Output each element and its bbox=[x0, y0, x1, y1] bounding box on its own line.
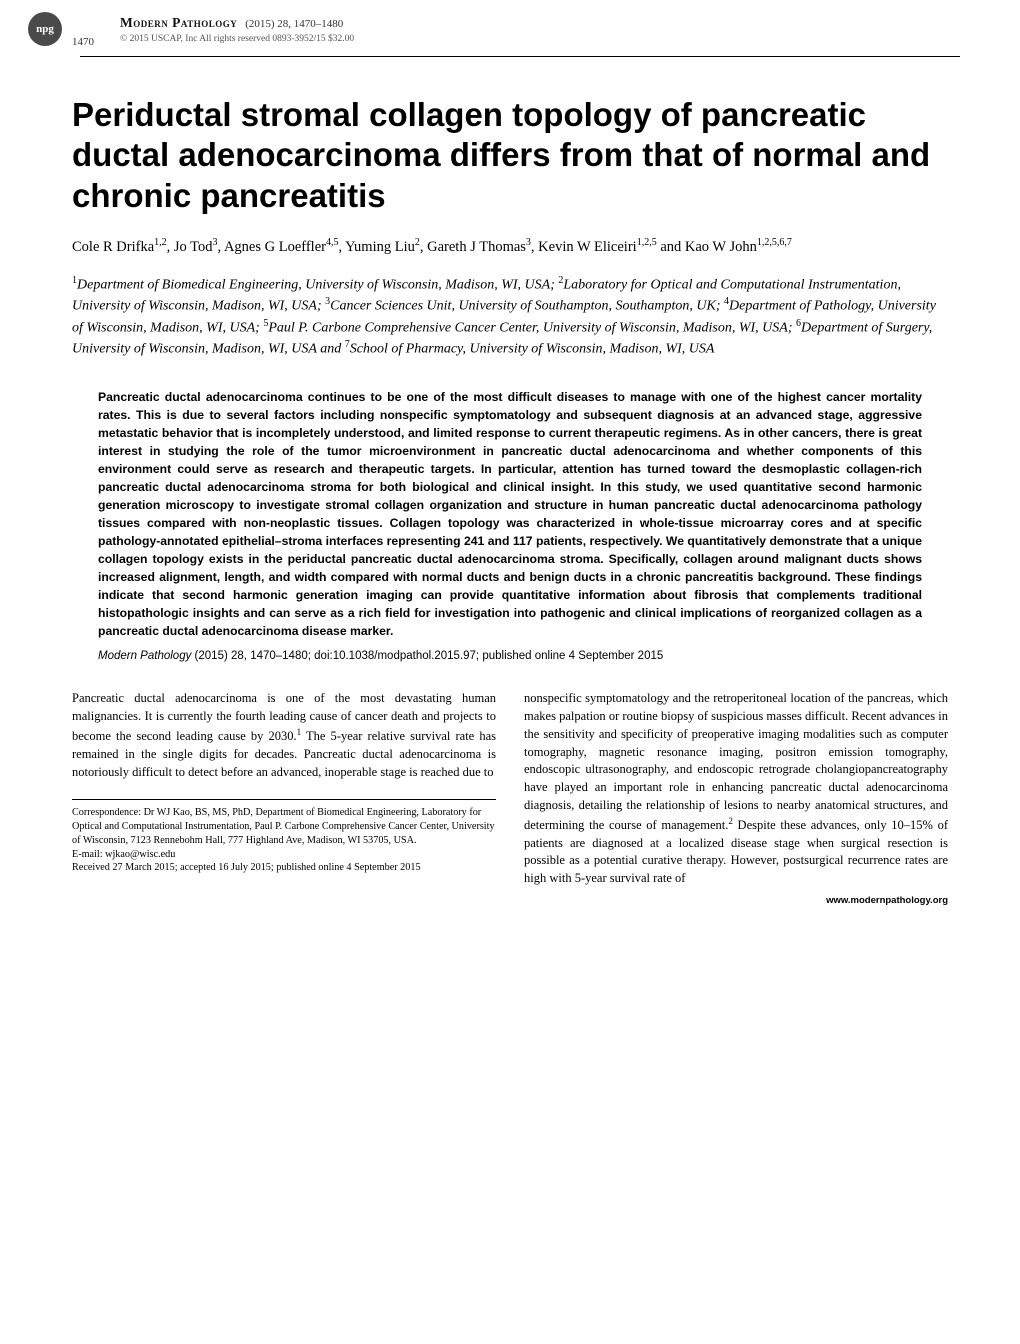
citation-pages-val: 1470–1480; bbox=[250, 650, 311, 662]
body-paragraph-2: nonspecific symptomatology and the retro… bbox=[524, 690, 948, 887]
correspondence-rule bbox=[72, 799, 496, 800]
citation-journal: Modern Pathology bbox=[98, 650, 191, 662]
article-title: Periductal stromal collagen topology of … bbox=[72, 95, 948, 216]
citation-doi: doi:10.1038/modpathol.2015.97; published… bbox=[314, 650, 663, 662]
page-number: 1470 bbox=[72, 36, 94, 48]
correspondence-email: E-mail: wjkao@wisc.edu bbox=[72, 848, 496, 862]
author-list: Cole R Drifka1,2, Jo Tod3, Agnes G Loeff… bbox=[72, 236, 948, 258]
running-header: npg 1470 Modern Pathology (2015) 28, 147… bbox=[0, 0, 1020, 54]
citation-year-vol: (2015) 28, bbox=[195, 650, 247, 662]
body-paragraph-1: Pancreatic ductal adenocarcinoma is one … bbox=[72, 690, 496, 781]
page-content: Periductal stromal collagen topology of … bbox=[0, 57, 1020, 920]
correspondence-address: Correspondence: Dr WJ Kao, BS, MS, PhD, … bbox=[72, 806, 496, 847]
correspondence-received: Received 27 March 2015; accepted 16 July… bbox=[72, 861, 496, 875]
issue-info: (2015) 28, 1470–1480 bbox=[245, 18, 343, 30]
correspondence-block: Correspondence: Dr WJ Kao, BS, MS, PhD, … bbox=[72, 806, 496, 875]
affiliation-list: 1Department of Biomedical Engineering, U… bbox=[72, 274, 948, 360]
copyright-line: © 2015 USCAP, Inc All rights reserved 08… bbox=[120, 34, 960, 44]
abstract: Pancreatic ductal adenocarcinoma continu… bbox=[98, 388, 922, 641]
journal-name: Modern Pathology bbox=[120, 15, 237, 30]
header-text: Modern Pathology (2015) 28, 1470–1480 © … bbox=[120, 14, 960, 44]
column-left: Pancreatic ductal adenocarcinoma is one … bbox=[72, 690, 496, 887]
publisher-logo: npg bbox=[28, 12, 62, 46]
citation-line: Modern Pathology (2015) 28, 1470–1480; d… bbox=[98, 650, 922, 662]
column-right: nonspecific symptomatology and the retro… bbox=[524, 690, 948, 887]
body-columns: Pancreatic ductal adenocarcinoma is one … bbox=[72, 690, 948, 887]
footer-url: www.modernpathology.org bbox=[826, 895, 948, 906]
